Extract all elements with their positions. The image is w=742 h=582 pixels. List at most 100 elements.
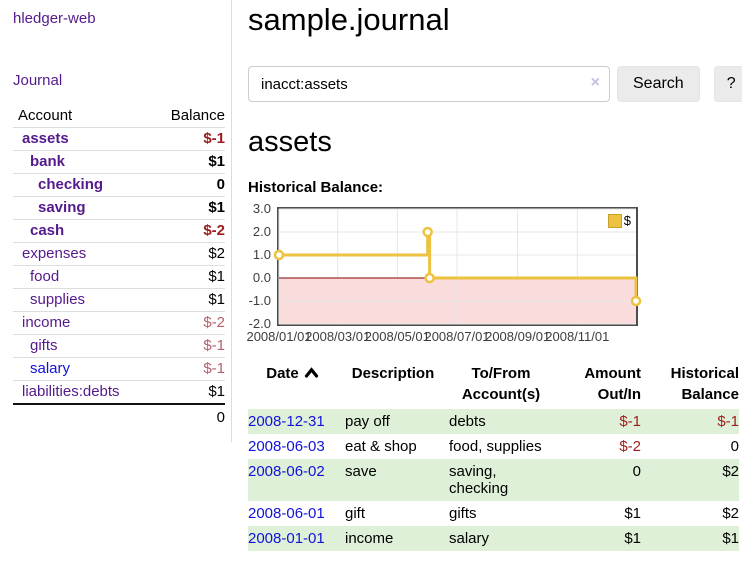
y-axis-tick-label: 2.0 [252,224,271,239]
x-axis-tick-label: 2008/07/01 [424,329,490,344]
chart-plot-area[interactable]: $ [273,207,642,326]
account-row: cash $-2 [13,219,225,242]
account-link[interactable]: salary [30,360,71,377]
cell-date: 2008-06-02 [248,459,345,501]
cell-accounts: food, supplies [449,438,542,455]
accounts-header-account: Account [18,107,73,124]
accounts-table-header: Account Balance [13,104,225,127]
account-link[interactable]: cash [30,222,65,239]
account-row: checking 0 [13,173,225,196]
transaction-date-link[interactable]: 2008-12-31 [248,413,325,430]
account-link[interactable]: bank [30,153,66,170]
cell-accounts: saving, checking [449,463,509,497]
cell-accounts: gifts [449,505,477,522]
account-row: salary $-1 [13,357,225,380]
x-axis-tick-label: 2008/01/01 [246,329,312,344]
account-heading: assets [248,126,332,158]
register-col-label: To/From Account(s) [461,365,541,403]
cell-description: eat & shop [345,438,417,455]
x-axis-tick-label: 2008/11/01 [545,329,610,344]
y-axis-tick-label: 1.0 [252,247,271,262]
account-row: food $1 [13,265,225,288]
register-col-label: Date [266,365,299,382]
search-button[interactable]: Search [617,66,700,102]
account-link[interactable]: checking [38,176,104,193]
account-link[interactable]: liabilities:debts [22,383,120,400]
sidebar-accounts-body: assets $-1 bank $1 checking 0 saving $1 cash $-2 e… [13,127,225,403]
account-link[interactable]: assets [22,130,69,147]
accounts-table: Account Balance assets $-1 bank $1 checking 0… [13,104,225,430]
chart-canvas [273,208,642,325]
cell-amount: $-1 [619,413,641,430]
account-link[interactable]: supplies [30,291,86,308]
register-header-row: Date Description To/From Account(s) Amount … [248,361,739,409]
cell-amount: $1 [624,530,641,547]
x-axis-tick-label: 2008/03/01 [305,329,371,344]
cell-amount: $1 [624,505,641,522]
account-balance: $1 [208,199,225,216]
account-row: expenses $2 [13,242,225,265]
account-link[interactable]: food [30,268,60,285]
account-balance: $-1 [203,337,225,354]
cell-accounts: salary [449,530,490,547]
register-col-header: Description [345,361,449,409]
page-title: sample.journal [248,2,450,37]
y-axis-tick-label: 0.0 [252,270,271,285]
cell-date: 2008-06-03 [248,434,345,459]
account-balance: $-1 [203,360,225,377]
cell-historical-balance: $-1 [717,413,739,430]
account-balance: $-1 [203,130,225,147]
x-axis-tick-label: 2008/09/01 [485,329,551,344]
account-balance: $1 [208,383,225,400]
cell-historical-balance: $1 [722,530,739,547]
main-content: sample.journal × Search ? assets Histori… [246,0,742,551]
account-link[interactable]: income [22,314,71,331]
search-input[interactable] [248,66,610,102]
historical-balance-chart: $ 3.0 2.0 1.0 0.0 -1.0 -2.0 2008/01/01 2008/03/… [246,202,742,345]
x-axis-tick-label: 2008/05/01 [364,329,430,344]
legend-label: $ [623,213,631,228]
account-balance: $1 [208,153,225,170]
transaction-date-link[interactable]: 2008-01-01 [248,530,325,547]
account-link[interactable]: gifts [30,337,58,354]
account-balance: $1 [208,291,225,308]
transaction-date-link[interactable]: 2008-06-02 [248,463,325,480]
register-col-header: Historical Balance [641,361,739,409]
register-row: 2008-06-02 save saving, checking 0 $2 [248,459,739,501]
account-row: saving $1 [13,196,225,219]
chart-legend: $ [607,213,631,228]
chart-heading: Historical Balance: [248,179,384,196]
y-axis-tick-label: -2.0 [248,316,271,331]
search-form: × Search ? [248,66,742,102]
cell-historical-balance: $2 [722,463,739,480]
app-title-link[interactable]: hledger-web [13,10,96,27]
account-balance: $2 [208,245,225,262]
account-link[interactable]: saving [38,199,86,216]
register-row: 2008-01-01 income salary $1 $1 [248,526,739,551]
sidebar-item-journal[interactable]: Journal [13,72,63,89]
register-row: 2008-06-03 eat & shop food, supplies $-2 0 [248,434,739,459]
search-box: × [248,66,610,102]
account-row: gifts $-1 [13,334,225,357]
account-link[interactable]: expenses [22,245,87,262]
register-row: 2008-06-01 gift gifts $1 $2 [248,501,739,526]
cell-historical-balance: $2 [722,505,739,522]
cell-amount: 0 [632,463,641,480]
account-balance: $-2 [203,222,225,239]
account-balance: $1 [208,268,225,285]
help-button[interactable]: ? [713,66,742,102]
transaction-date-link[interactable]: 2008-06-03 [248,438,325,455]
account-balance: $-2 [203,314,225,331]
cell-accounts: debts [449,413,486,430]
sidebar: hledger-web Journal Account Balance asse… [0,0,232,442]
register-col-label: Amount Out/In [584,365,641,403]
accounts-header-balance: Balance [170,107,225,124]
clear-search-icon[interactable]: × [590,74,600,91]
cell-description: income [345,530,394,547]
transaction-date-link[interactable]: 2008-06-01 [248,505,325,522]
cell-description: pay off [345,413,390,430]
account-row: supplies $1 [13,288,225,311]
account-row: assets $-1 [13,127,225,150]
cell-historical-balance: 0 [730,438,739,455]
register-col-header[interactable]: Date [248,361,345,409]
